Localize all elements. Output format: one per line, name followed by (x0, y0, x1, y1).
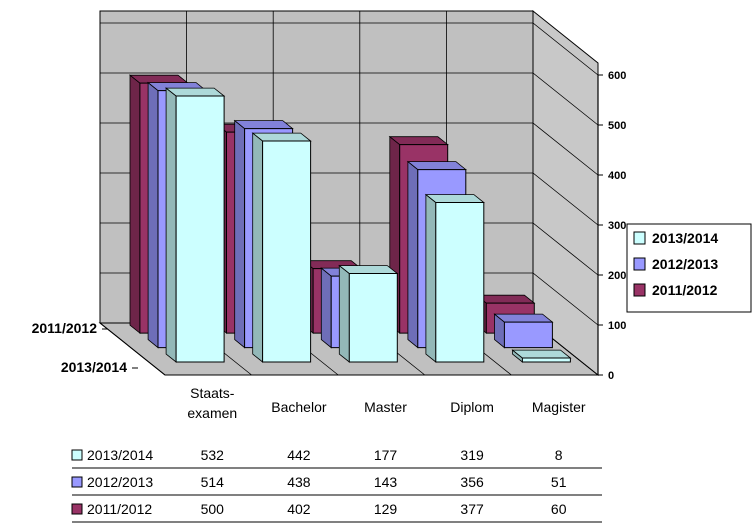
legend-box (626, 223, 752, 313)
table-cell: 377 (460, 501, 484, 517)
category-label: Master (364, 399, 407, 415)
bar-top (388, 136, 449, 146)
bar-top (338, 265, 399, 274)
category-label: Bachelor (271, 399, 327, 415)
legend-label: 2013/2014 (652, 230, 718, 246)
table-cell: 177 (374, 447, 398, 463)
bar-side (338, 264, 350, 363)
bar-top (164, 87, 226, 97)
bar-front (521, 357, 571, 363)
bar-2013-2014-2 (338, 264, 399, 363)
bar-side (234, 119, 246, 349)
table-swatch (71, 503, 83, 515)
bar-top (128, 74, 190, 84)
table-cell: 51 (551, 474, 567, 490)
table-cell: 129 (374, 501, 398, 517)
bar-side (165, 87, 177, 363)
tick-label: 100 (608, 320, 626, 332)
table-cell: 438 (287, 474, 311, 490)
table-row-label: 2013/2014 (87, 447, 153, 463)
table-cell: 8 (555, 447, 563, 463)
series-axis: 2011/2012 2013/2014 (32, 320, 166, 376)
bar-side (320, 267, 332, 349)
table-cell: 143 (374, 474, 398, 490)
bar-front (175, 95, 225, 363)
bar-side (129, 74, 141, 334)
table-cell: 514 (201, 474, 225, 490)
series-axis-line (99, 322, 166, 376)
data-table: 2013/2014 532 442 177 319 8 2012/2013 514 438 143… (71, 447, 602, 523)
tick-label: 400 (608, 170, 626, 182)
bar-front (435, 202, 485, 363)
table-row-label: 2012/2013 (87, 474, 153, 490)
bars (128, 74, 572, 363)
bar-2013-2014-0 (164, 87, 226, 363)
table-row-label: 2011/2012 (87, 501, 152, 517)
category-label: Staats- (190, 385, 235, 401)
series-label: 2013/2014 (61, 359, 127, 375)
table-cell: 532 (201, 447, 225, 463)
table-cell: 319 (460, 447, 484, 463)
tick-label: 500 (608, 120, 626, 132)
bar-top (475, 294, 536, 304)
legend-label: 2012/2013 (652, 256, 718, 272)
bar-front (262, 140, 312, 363)
legend-label: 2011/2012 (652, 282, 718, 298)
bar-2013-2014-1 (251, 132, 312, 363)
tick-label: 0 (608, 370, 614, 382)
bar-2013-2014-3 (424, 193, 485, 363)
bar-top (251, 132, 312, 142)
series-label: 2011/2012 (32, 320, 98, 336)
table-swatch (71, 476, 83, 488)
value-axis: 0 100 200 300 400 500 600 (597, 70, 626, 382)
legend-swatch (633, 231, 646, 245)
table-swatch (71, 449, 83, 461)
category-label: Magister (532, 399, 586, 415)
gridline (100, 72, 599, 126)
bar-top (233, 120, 294, 130)
bar-side (407, 160, 419, 349)
bar-front (503, 321, 553, 349)
category-label: Diplom (450, 399, 494, 415)
tick-label: 300 (608, 220, 626, 232)
category-labels: Staats-examen Bachelor Master Diplom Magiste… (187, 385, 585, 421)
bar-front (348, 273, 398, 363)
bar-top (493, 313, 554, 323)
table-cell: 356 (460, 474, 484, 490)
gridline (100, 22, 599, 76)
legend-swatch (633, 283, 646, 297)
tick-label: 200 (608, 270, 626, 282)
bar-2013-2014-4 (511, 349, 572, 363)
table-cell: 442 (287, 447, 311, 463)
category-label: examen (187, 405, 237, 421)
bar-side (425, 193, 437, 363)
table-cell: 60 (551, 501, 567, 517)
table-cell: 500 (201, 501, 225, 517)
legend-swatch (633, 257, 646, 271)
tick-label: 600 (608, 70, 626, 82)
bar-top (406, 161, 467, 171)
bar-top (424, 194, 485, 203)
bar-top (511, 349, 572, 359)
table-cell: 402 (287, 501, 311, 517)
bar-side (147, 81, 159, 349)
bar-side (252, 132, 264, 363)
legend: 2013/2014 2012/2013 2011/2012 (626, 223, 752, 313)
bar-2012-2013-4 (493, 313, 554, 349)
